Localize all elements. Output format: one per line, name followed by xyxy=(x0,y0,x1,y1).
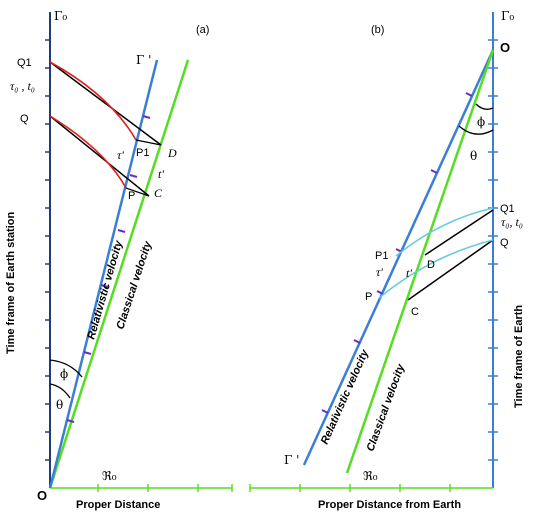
panel-a-relativistic-line xyxy=(48,59,159,489)
panel-b-t-prime: t' xyxy=(406,266,412,280)
panel-a-q1: Q1 xyxy=(17,57,32,69)
panel-a-p-c xyxy=(125,187,150,197)
panel-a-theta-arc xyxy=(49,383,71,399)
panel-a-p1: P1 xyxy=(136,147,149,159)
panel-a-p1-d xyxy=(135,139,162,146)
panel-b-y-axis-title: Time frame of Earth xyxy=(513,305,525,408)
panel-a-tau-prime: τ' xyxy=(117,148,124,162)
panel-b-c: C xyxy=(411,306,419,318)
panel-a-tau-t: τ₀ , t₀ xyxy=(10,79,35,93)
panel-a-theta: θ xyxy=(56,398,63,412)
panel-a-x-axis-title: Proper Distance xyxy=(76,499,160,511)
panel-b-classical-line xyxy=(345,49,495,474)
panel-a: (a) Γ₀ Γ ' O Proper Distance ℜ₀ Time fra… xyxy=(5,9,233,511)
panel-b-p1: P1 xyxy=(375,250,388,262)
panel-b-axis-top: Γ₀ xyxy=(501,9,514,23)
panel-a-d: D xyxy=(167,146,177,160)
panel-a-y-axis-title: Time frame of Earth station xyxy=(5,212,17,354)
panel-a-origin: O xyxy=(37,488,47,503)
panel-a-distance-ticks xyxy=(97,484,233,492)
panel-b-tau-t: τ₀, t₀ xyxy=(501,215,523,229)
panel-a-c: C xyxy=(154,186,163,200)
panel-b-origin: O xyxy=(500,40,510,55)
panel-b-distance-ticks xyxy=(249,484,451,492)
panel-b-gamma-prime: Γ ' xyxy=(284,453,299,467)
panel-b-q1: Q1 xyxy=(500,203,515,215)
panel-a-line-q1-d xyxy=(49,61,162,146)
panel-a-classical-line xyxy=(48,59,190,489)
panel-a-q: Q xyxy=(20,113,29,125)
panel-b-line-q1-d xyxy=(424,209,494,256)
panel-a-x-axis-symbol: ℜ₀ xyxy=(102,469,117,483)
panel-b-earth-axis-ticks xyxy=(488,39,498,461)
panel-b-x-axis-title: Proper Distance from Earth xyxy=(318,499,461,511)
panel-b-theta: θ xyxy=(470,149,477,163)
panel-b-phi: ϕ xyxy=(477,115,485,129)
panel-a-relativistic-ticks xyxy=(66,115,151,423)
panel-a-earth-axis-ticks xyxy=(45,39,50,461)
panel-a-red-curve-q-p xyxy=(49,115,127,189)
panel-b-cyan-curve-q1-p1 xyxy=(395,207,494,257)
panel-a-phi: ϕ xyxy=(60,367,68,381)
panel-a-red-curve-q1-p1 xyxy=(49,61,137,141)
panel-a-t-prime: t' xyxy=(158,167,164,181)
panel-a-gamma-prime: Γ ' xyxy=(136,53,151,67)
panel-b-line-q-c xyxy=(407,239,494,301)
panel-b-relativistic-line xyxy=(302,49,495,466)
panel-a-line-q-c xyxy=(49,115,150,197)
panel-b-label: (b) xyxy=(371,24,384,36)
panel-a-p: P xyxy=(128,190,135,202)
panel-b-classical-label: Classical velocity xyxy=(365,362,408,453)
panel-b-cyan-curve-q-p xyxy=(378,239,494,299)
panel-b-p: P xyxy=(365,291,372,303)
panel-b-q: Q xyxy=(500,237,509,249)
panel-b-x-axis-symbol: ℜ₀ xyxy=(363,469,378,483)
panel-b: (b) Γ₀ O Γ ' Proper Distance from Earth … xyxy=(249,9,525,511)
panel-b-theta-arc xyxy=(458,125,494,135)
panel-b-relativistic-label: Relativistic velocity xyxy=(319,347,372,446)
panel-b-tau-prime: τ' xyxy=(376,265,383,279)
panel-a-axis-top: Γ₀ xyxy=(54,9,67,23)
panel-a-phi-arc xyxy=(49,359,83,378)
panel-b-d: D xyxy=(427,259,435,271)
panel-b-phi-arc xyxy=(475,103,494,110)
panel-a-label: (a) xyxy=(196,24,209,36)
